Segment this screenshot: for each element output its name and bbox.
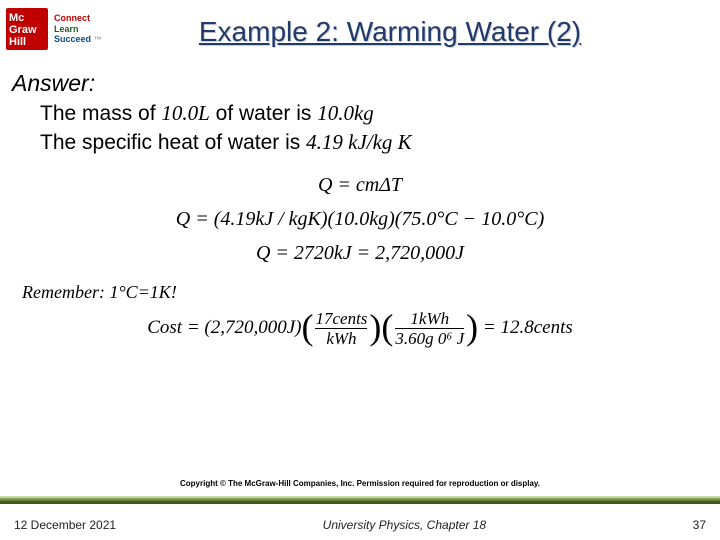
copyright-notice: Copyright © The McGraw-Hill Companies, I… bbox=[0, 479, 720, 488]
equation-1: Q = cmΔT bbox=[12, 168, 708, 202]
footer-pagenum: 37 bbox=[693, 518, 706, 532]
mass-text-a: The mass of bbox=[40, 102, 161, 125]
remember-note: Remember: 1°C=1K! bbox=[22, 280, 708, 304]
mass-volume: 10.0L bbox=[161, 101, 209, 125]
rparen-2: ) bbox=[466, 311, 478, 343]
frac1-den: kWh bbox=[315, 328, 367, 348]
slide-footer: 12 December 2021 University Physics, Cha… bbox=[0, 518, 720, 532]
cost-result: = 12.8cents bbox=[478, 317, 573, 338]
fraction-2: 1kWh3.60g 0⁶ J bbox=[395, 310, 464, 348]
slide-content: Answer: The mass of 10.0L of water is 10… bbox=[12, 68, 708, 348]
frac2-num: 1kWh bbox=[395, 310, 464, 328]
footer-divider bbox=[0, 496, 720, 504]
equation-3: Q = 2720kJ = 2,720,000J bbox=[12, 236, 708, 270]
equation-block: Q = cmΔT Q = (4.19kJ / kgK)(10.0kg)(75.0… bbox=[12, 168, 708, 270]
sh-text: The specific heat of water is bbox=[40, 131, 306, 154]
mass-text-c: of water is bbox=[210, 102, 317, 125]
lparen-1: ( bbox=[301, 311, 313, 343]
footer-title: University Physics, Chapter 18 bbox=[323, 518, 486, 532]
slide-title: Example 2: Warming Water (2) bbox=[0, 16, 720, 48]
frac2-den: 3.60g 0⁶ J bbox=[395, 328, 464, 348]
footer-date: 12 December 2021 bbox=[14, 518, 116, 532]
equation-2: Q = (4.19kJ / kgK)(10.0kg)(75.0°C − 10.0… bbox=[12, 202, 708, 236]
cost-equation: Cost = (2,720,000J)(17centskWh)(1kWh3.60… bbox=[12, 310, 708, 348]
lparen-2: ( bbox=[381, 311, 393, 343]
sh-value: 4.19 kJ/kg K bbox=[306, 130, 412, 154]
specific-heat-line: The specific heat of water is 4.19 kJ/kg… bbox=[40, 128, 708, 157]
rparen-1: ) bbox=[369, 311, 381, 343]
mass-value: 10.0kg bbox=[317, 101, 374, 125]
cost-prefix: Cost = (2,720,000J) bbox=[147, 317, 301, 338]
mass-line: The mass of 10.0L of water is 10.0kg bbox=[40, 99, 708, 128]
fraction-1: 17centskWh bbox=[315, 310, 367, 348]
frac1-num: 17cents bbox=[315, 310, 367, 328]
answer-label: Answer: bbox=[12, 68, 708, 99]
